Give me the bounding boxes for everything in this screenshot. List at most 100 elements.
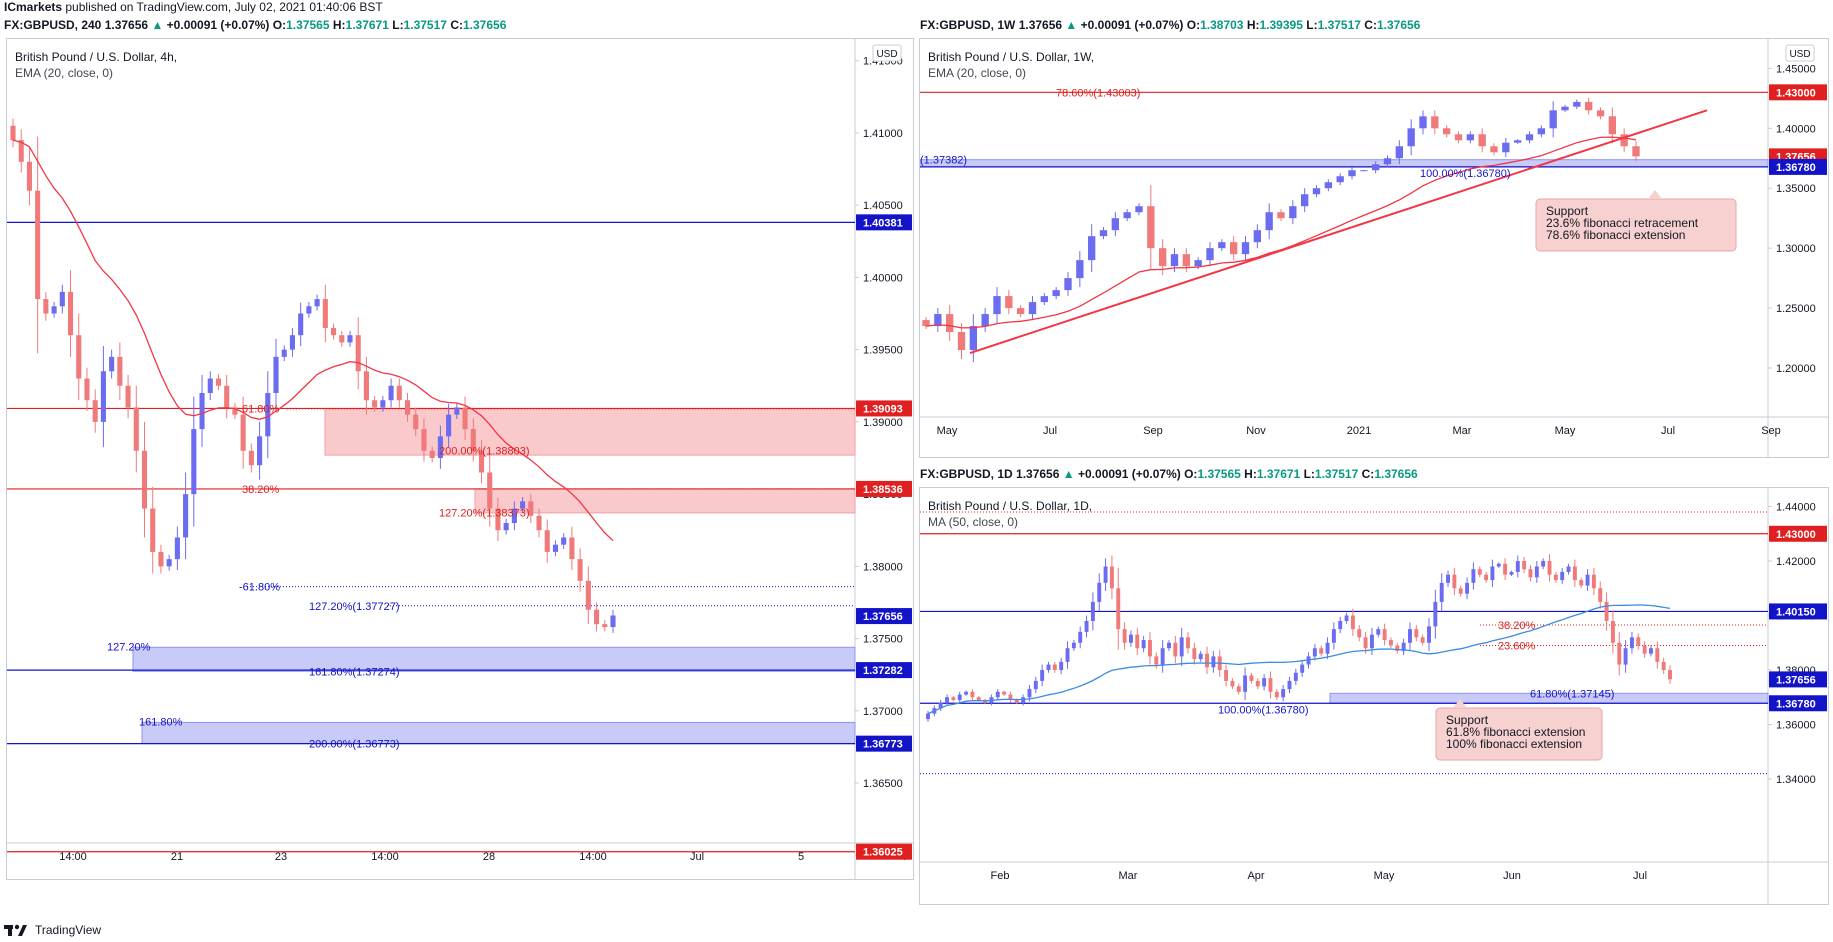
currency-label: USD — [1789, 49, 1810, 60]
candle-body — [117, 356, 123, 386]
up-arrow-icon: ▲ — [1062, 467, 1075, 481]
candle-body — [1192, 648, 1197, 660]
candle-body — [207, 378, 213, 393]
candle-body — [1218, 242, 1226, 249]
candle-body — [1388, 640, 1393, 646]
ma-line — [927, 604, 1671, 715]
candle-body — [1160, 648, 1165, 665]
candle-body — [1348, 170, 1356, 177]
h4-open: 1.37565 — [286, 18, 330, 32]
candle-body — [1255, 680, 1260, 687]
candle-body — [1194, 260, 1202, 267]
candle-body — [158, 551, 164, 567]
candle-body — [1198, 653, 1203, 660]
candle-body — [1560, 571, 1565, 581]
candle-body — [437, 436, 443, 458]
candle-body — [232, 407, 238, 415]
d1-high: 1.37671 — [1256, 467, 1301, 481]
w1-chart-panel[interactable]: British Pound / U.S. Dollar, 1W, EMA (20… — [919, 38, 1829, 458]
price-label-text: 1.40381 — [863, 217, 903, 229]
candle-body — [1147, 640, 1152, 657]
price-label-text: 1.40150 — [1776, 606, 1816, 618]
candle-body — [1528, 569, 1533, 578]
price-label-text: 1.37656 — [1776, 674, 1816, 686]
w1-chart[interactable]: 1.45000 1.40000 1.35000 1.30000 1.25000 1.200… — [920, 39, 1828, 457]
candle-body — [934, 314, 942, 327]
w1-price: 1.37656 — [1018, 18, 1063, 32]
candle-body — [1229, 242, 1238, 255]
d1-legend: British Pound / U.S. Dollar, 1D, MA (50,… — [928, 498, 1092, 530]
candle-body — [1224, 670, 1229, 681]
candle-body — [1281, 689, 1286, 698]
candle-body — [1454, 134, 1463, 141]
candle-body — [1109, 566, 1114, 589]
price-label-text: 1.38536 — [863, 484, 903, 496]
tradingview-footer[interactable]: TradingView — [4, 922, 101, 938]
fib-label: 23.60% — [1498, 640, 1536, 652]
candle-body — [183, 494, 189, 538]
candle-body — [957, 332, 966, 351]
fib-label: 38.20% — [242, 484, 280, 496]
candle-body — [1116, 588, 1121, 630]
candle-body — [964, 691, 969, 695]
candle-body — [1205, 653, 1210, 668]
h4-low: 1.37517 — [403, 18, 447, 32]
candle-body — [1431, 116, 1439, 129]
candle-body — [536, 515, 542, 531]
candle-body — [59, 291, 65, 307]
x-tick-label: 5 — [798, 851, 804, 863]
candle-body — [945, 697, 949, 703]
y-tick-label: 1.40000 — [1776, 123, 1816, 135]
candle-body — [528, 501, 534, 516]
candle-body — [1265, 212, 1273, 231]
candle-body — [174, 537, 180, 560]
y-tick-label: 1.37500 — [863, 634, 903, 646]
candle-body — [199, 392, 205, 430]
candle-body — [1617, 642, 1622, 665]
candle-body — [289, 335, 295, 350]
fib-label: 127.20%(1.38373) — [439, 507, 530, 519]
y-tick-label: 1.44000 — [1776, 502, 1816, 514]
candle-body — [495, 508, 501, 531]
callout-text: Support — [1446, 713, 1489, 727]
price-label-box — [1769, 84, 1827, 101]
price-label-box — [1769, 695, 1827, 712]
candle-body — [520, 501, 526, 509]
x-tick-label: 21 — [171, 851, 183, 863]
candle-body — [1655, 648, 1660, 662]
candle-body — [1087, 236, 1096, 261]
candle-body — [1566, 566, 1571, 572]
currency-badge — [1785, 44, 1815, 62]
currency-badge — [872, 44, 902, 62]
candle-body — [1111, 218, 1120, 231]
candle-body — [1439, 582, 1444, 602]
up-arrow-icon: ▲ — [151, 18, 164, 32]
price-label-box — [856, 214, 912, 231]
price-label-text: 1.36780 — [1776, 162, 1816, 174]
fib-label: 127.20% — [107, 641, 151, 653]
candle-body — [1064, 278, 1072, 291]
candle-body — [1016, 308, 1025, 315]
candle-body — [240, 414, 246, 451]
candle-body — [1382, 629, 1387, 641]
candle-body — [585, 580, 591, 610]
candle-body — [1135, 206, 1143, 213]
candle-body — [26, 161, 32, 191]
candle-body — [224, 385, 230, 408]
d1-chart[interactable]: 1.440001.420001.400001.380001.360001.340… — [920, 488, 1828, 904]
candle-body — [1465, 582, 1470, 594]
publish-info: published on TradingView.com, July 02, 2… — [65, 0, 383, 14]
candle-body — [1158, 248, 1167, 267]
candle-body — [1383, 158, 1392, 165]
candle-body — [1179, 637, 1184, 657]
candle-body — [125, 385, 131, 408]
price-label-box — [856, 608, 912, 625]
candle-body — [331, 327, 337, 336]
candle-body — [1241, 242, 1250, 255]
y-tick-label: 1.45000 — [1776, 63, 1816, 75]
h4-chart-panel[interactable]: British Pound / U.S. Dollar, 4h, EMA (20… — [6, 38, 914, 880]
w1-header: FX:GBPUSD, 1W 1.37656 ▲ +0.00091 (+0.07%… — [920, 18, 1421, 32]
h4-chart[interactable]: 1.41500 1.41000 1.40500 1.40000 1.39500 1.390… — [7, 39, 913, 879]
candle-body — [1076, 260, 1084, 279]
d1-chart-panel[interactable]: British Pound / U.S. Dollar, 1D, MA (50,… — [919, 487, 1829, 905]
